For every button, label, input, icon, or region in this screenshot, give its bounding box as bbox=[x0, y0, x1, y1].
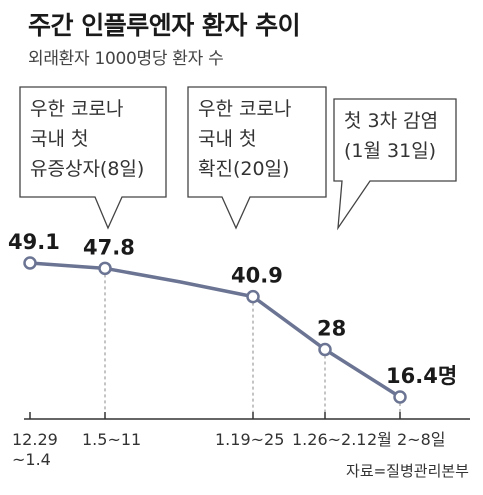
x-tick-label: 12.29 ~1.4 bbox=[12, 430, 58, 469]
data-points bbox=[23, 256, 407, 404]
value-label: 16.4명 bbox=[386, 364, 457, 388]
chart-title: 주간 인플루엔자 환자 추이 bbox=[28, 11, 301, 40]
callout-box bbox=[19, 86, 167, 230]
data-point bbox=[318, 342, 332, 357]
callout-text: 첫 3차 감염 (1월 31일) bbox=[344, 110, 438, 162]
data-point bbox=[98, 261, 112, 276]
callout-box bbox=[187, 86, 327, 230]
data-point bbox=[393, 390, 407, 404]
callout-text: 우한 코로나 국내 첫 확진(20일) bbox=[198, 98, 291, 180]
x-tick-label: 1.26~2.1 bbox=[292, 430, 366, 449]
x-tick-label: 2월 2~8일 bbox=[367, 430, 445, 449]
source-note: 자료=질병관리본부 bbox=[346, 462, 469, 480]
data-point bbox=[23, 256, 37, 270]
series-line bbox=[29, 261, 401, 399]
x-tick-label: 1.19~25 bbox=[215, 430, 284, 449]
value-label: 49.1 bbox=[8, 230, 60, 254]
value-label: 40.9 bbox=[231, 264, 283, 288]
callout-text: 우한 코로나 국내 첫 유증상자(8일) bbox=[30, 98, 144, 180]
callout-box bbox=[333, 98, 457, 231]
chart-subtitle: 외래환자 1000명당 환자 수 bbox=[28, 49, 224, 69]
value-label: 47.8 bbox=[83, 235, 135, 259]
x-ticks: 12.29 ~1.4 1.5~11 1.19~25 1.26~2.1 2월 2~8일 bbox=[12, 412, 445, 469]
callouts: 우한 코로나 국내 첫 유증상자(8일) 우한 코로나 국내 첫 확진(20일) 첫 3차 … bbox=[19, 86, 457, 231]
value-labels: 49.1 47.8 40.9 28 16.4명 bbox=[8, 230, 457, 388]
x-tick-label: 1.5~11 bbox=[82, 430, 141, 449]
value-label: 28 bbox=[317, 316, 346, 340]
data-point bbox=[246, 289, 260, 304]
